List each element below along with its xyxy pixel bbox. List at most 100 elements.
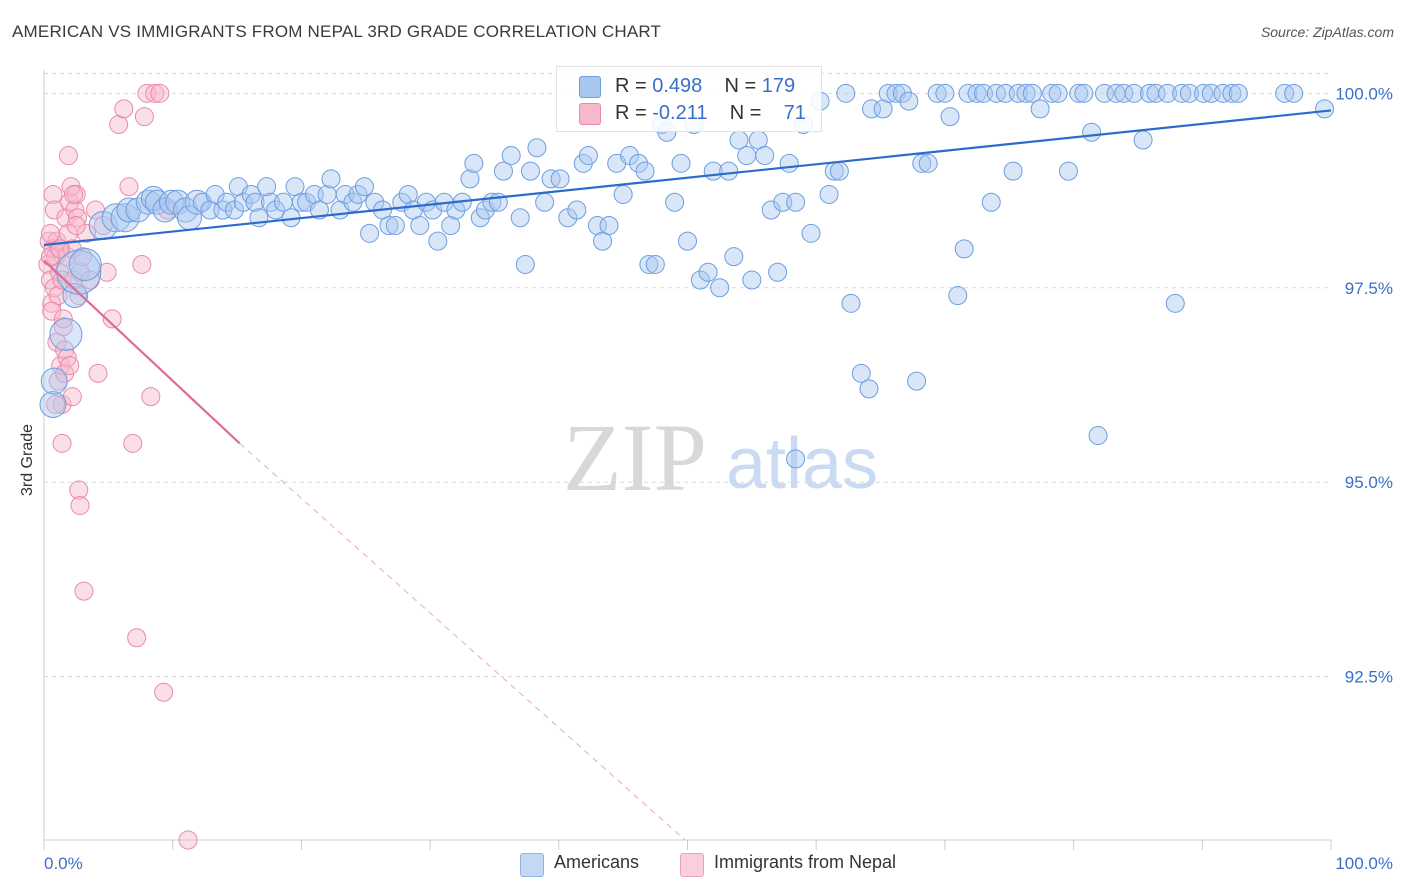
x-tick-label: 0.0%	[44, 854, 83, 873]
data-point-americans	[535, 192, 555, 212]
trend-line-nepal-extension	[239, 442, 686, 841]
trend-line-nepal	[43, 259, 241, 445]
legend-correlation: R = 0.498 N = 179 R = -0.211 N = 71	[556, 66, 822, 132]
data-point-nepal	[46, 394, 66, 414]
data-point-americans	[935, 83, 955, 103]
data-point-americans	[1003, 161, 1023, 181]
data-point-americans	[918, 153, 938, 173]
data-point-nepal	[145, 83, 165, 103]
data-point-americans	[1315, 99, 1335, 119]
data-point-americans	[304, 184, 324, 204]
data-point-americans	[665, 192, 685, 212]
data-point-americans	[1042, 83, 1062, 103]
legend-r-value: -0.211	[652, 102, 708, 124]
data-point-americans	[152, 197, 178, 223]
data-point-americans	[599, 216, 619, 236]
data-point-nepal	[74, 581, 94, 601]
data-point-americans	[755, 146, 775, 166]
data-point-americans	[398, 184, 418, 204]
tick-labels: 92.5% 95.0% 97.5% 100.0% 0.0% 100.0%	[44, 84, 1393, 873]
data-point-americans	[1165, 293, 1185, 313]
data-point-nepal	[178, 830, 198, 850]
data-point-nepal	[69, 286, 89, 306]
data-point-americans	[639, 254, 659, 274]
data-point-americans	[779, 153, 799, 173]
data-point-americans	[1146, 83, 1166, 103]
data-point-nepal	[76, 223, 96, 243]
data-point-americans	[678, 231, 697, 251]
data-point-americans	[773, 192, 793, 212]
data-point-nepal	[114, 99, 134, 119]
y-tick-label: 100.0%	[1335, 84, 1393, 103]
data-point-americans	[233, 192, 253, 212]
legend-n-value: 71	[783, 102, 806, 124]
data-point-nepal	[58, 146, 78, 166]
watermark: ZIP atlas	[563, 404, 878, 511]
data-point-nepal	[52, 433, 72, 453]
legend-label-americans: Americans	[554, 852, 640, 872]
legend-swatch-nepal	[680, 853, 704, 877]
data-point-americans	[217, 192, 237, 212]
data-point-americans	[441, 216, 461, 236]
data-point-americans	[1048, 83, 1068, 103]
data-point-americans	[1179, 83, 1199, 103]
data-point-nepal	[123, 433, 143, 453]
x-tick-label: 100.0%	[1335, 854, 1393, 873]
data-point-americans	[948, 286, 968, 306]
data-point-americans	[761, 200, 781, 220]
data-point-americans	[995, 83, 1015, 103]
data-point-americans	[613, 184, 633, 204]
data-point-americans	[1124, 83, 1144, 103]
axes	[43, 70, 1332, 850]
data-point-americans	[1133, 130, 1153, 150]
data-point-nepal	[52, 270, 72, 290]
legend-swatch-americans	[520, 853, 544, 877]
legend-r-label: R =	[615, 102, 647, 124]
legend-r-value: 0.498	[652, 75, 703, 97]
data-point-americans	[851, 363, 871, 383]
legend-n-value: 179	[761, 75, 796, 97]
data-point-americans	[1114, 83, 1134, 103]
data-point-nepal	[154, 682, 174, 702]
data-point-americans	[49, 317, 83, 351]
data-point-nepal	[134, 107, 154, 127]
data-point-americans	[819, 184, 839, 204]
data-point-nepal	[42, 293, 62, 313]
trend-line-americans	[43, 109, 1332, 247]
data-point-americans	[510, 208, 530, 228]
data-point-americans	[266, 200, 286, 220]
data-point-americans	[360, 223, 380, 243]
data-point-americans	[335, 184, 355, 204]
data-point-americans	[1228, 83, 1248, 103]
data-point-americans	[710, 278, 730, 298]
data-point-americans	[135, 189, 161, 215]
y-axis-label: 3rd Grade	[19, 423, 36, 497]
data-point-americans	[501, 146, 521, 166]
data-point-americans	[899, 91, 919, 111]
data-point-nepal	[70, 496, 90, 516]
data-point-americans	[158, 189, 184, 215]
data-point-americans	[379, 216, 399, 236]
data-point-nepal	[53, 317, 73, 337]
data-point-americans	[841, 293, 861, 313]
data-point-americans	[1284, 83, 1304, 103]
data-point-americans	[768, 262, 788, 282]
data-point-americans	[1069, 83, 1089, 103]
data-point-americans	[954, 239, 974, 259]
data-point-americans	[144, 189, 170, 215]
data-point-americans	[974, 83, 994, 103]
data-point-americans	[873, 99, 893, 119]
data-point-americans	[257, 177, 277, 197]
data-point-americans	[1222, 83, 1242, 103]
data-point-americans	[587, 216, 607, 236]
y-tick-label: 95.0%	[1345, 473, 1393, 492]
data-point-americans	[1158, 83, 1178, 103]
data-point-nepal	[60, 356, 80, 376]
data-point-americans	[1094, 83, 1114, 103]
data-point-americans	[348, 184, 368, 204]
data-point-americans	[671, 153, 691, 173]
data-point-americans	[493, 161, 513, 181]
data-point-americans	[629, 153, 649, 173]
data-point-nepal	[69, 480, 89, 500]
